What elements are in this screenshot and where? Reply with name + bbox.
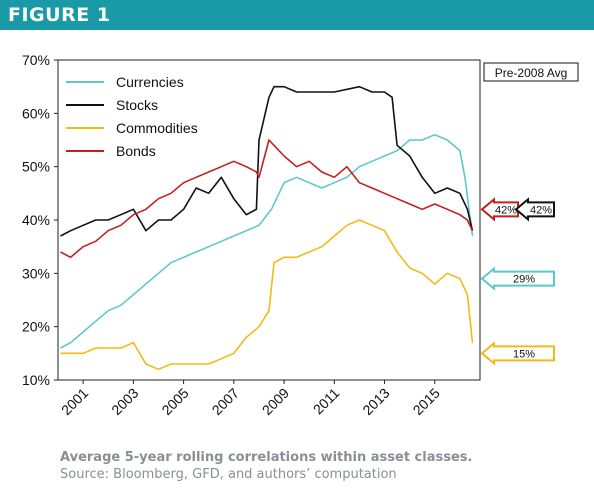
series-line-bonds (60, 139, 474, 259)
x-tick-label: 2007 (209, 385, 242, 418)
y-tick-label: 60% (22, 105, 50, 121)
commodities-pre2008-marker-label: 15% (513, 348, 535, 360)
x-tick-label: 2005 (158, 385, 191, 418)
currencies-pre2008-marker-arrow (480, 266, 555, 291)
x-tick-label: 2011 (310, 385, 343, 418)
stocks-pre2008-marker-label: 42% (530, 204, 552, 216)
series-line-commodities (60, 219, 474, 371)
x-tick-label: 2009 (259, 385, 292, 418)
y-tick-label: 70% (22, 52, 50, 68)
legend-entry: Bonds (116, 143, 156, 159)
correlation-chart: 10% 20% 30% 40% 50% 60% 70% 2001 2003 2005 2007 200… (22, 52, 579, 418)
y-tick-label: 20% (22, 319, 50, 335)
stocks-pre2008-marker-arrow (514, 197, 555, 222)
figure-source: Source: Bloomberg, GFD, and authors’ com… (60, 467, 397, 482)
y-tick-label: 50% (22, 159, 50, 175)
series-line-stocks (60, 85, 474, 237)
annotation-header: Pre-2008 Avg (495, 66, 568, 80)
series-line-currencies (60, 133, 474, 349)
figure-caption: Average 5-year rolling correlations with… (60, 450, 473, 465)
x-tick-label: 2003 (108, 385, 141, 418)
legend-entry: Commodities (116, 120, 198, 136)
y-tick-label: 10% (22, 372, 50, 388)
currencies-pre2008-marker-label: 29% (513, 274, 535, 286)
figure-header-bar: FIGURE 1 (0, 0, 594, 30)
figure-label: FIGURE 1 (8, 4, 111, 26)
y-tick-label: 40% (22, 212, 50, 228)
x-tick-label: 2015 (410, 385, 443, 418)
bonds-pre2008-marker-label: 42% (495, 204, 517, 216)
legend-entry: Currencies (116, 74, 184, 90)
legend-entry: Stocks (116, 97, 158, 113)
y-tick-label: 30% (22, 265, 50, 281)
annotation-header-box (483, 62, 579, 82)
commodities-pre2008-marker-arrow (480, 341, 555, 366)
x-tick-label: 2001 (58, 385, 91, 418)
x-tick-label: 2013 (359, 385, 392, 418)
